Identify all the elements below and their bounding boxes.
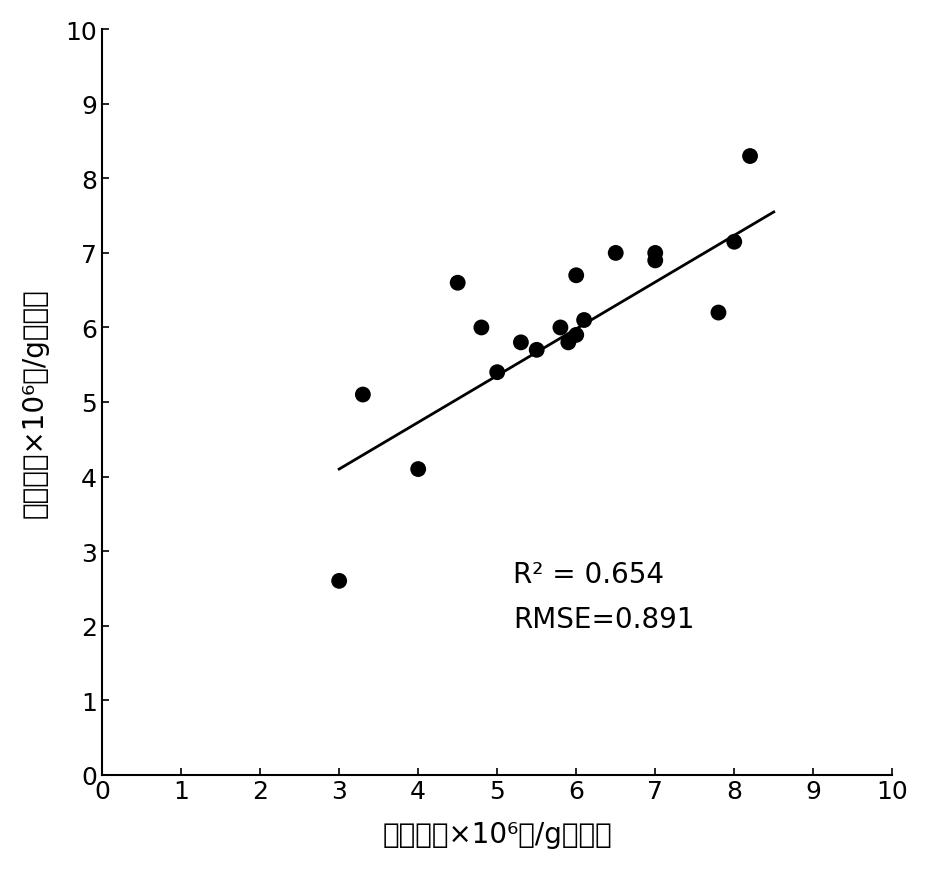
Point	[710, 306, 725, 320]
Point	[576, 314, 591, 328]
Point	[331, 574, 346, 588]
Point	[647, 254, 662, 268]
Point	[529, 343, 544, 357]
Point	[513, 336, 528, 350]
Point	[450, 276, 465, 290]
Text: R² = 0.654: R² = 0.654	[512, 561, 664, 588]
Point	[647, 247, 662, 261]
Text: RMSE=0.891: RMSE=0.891	[512, 606, 694, 634]
Point	[741, 150, 756, 164]
Point	[473, 322, 488, 335]
Point	[489, 366, 504, 380]
Point	[568, 328, 583, 342]
X-axis label: 测量值（×10⁶个/g干土）: 测量值（×10⁶个/g干土）	[382, 820, 612, 848]
Point	[568, 269, 583, 283]
Point	[552, 322, 567, 335]
Point	[410, 462, 425, 476]
Point	[355, 388, 370, 402]
Y-axis label: 估算值（×10⁶个/g干土）: 估算值（×10⁶个/g干土）	[20, 288, 49, 517]
Point	[608, 247, 623, 261]
Point	[726, 235, 741, 249]
Point	[561, 336, 575, 350]
